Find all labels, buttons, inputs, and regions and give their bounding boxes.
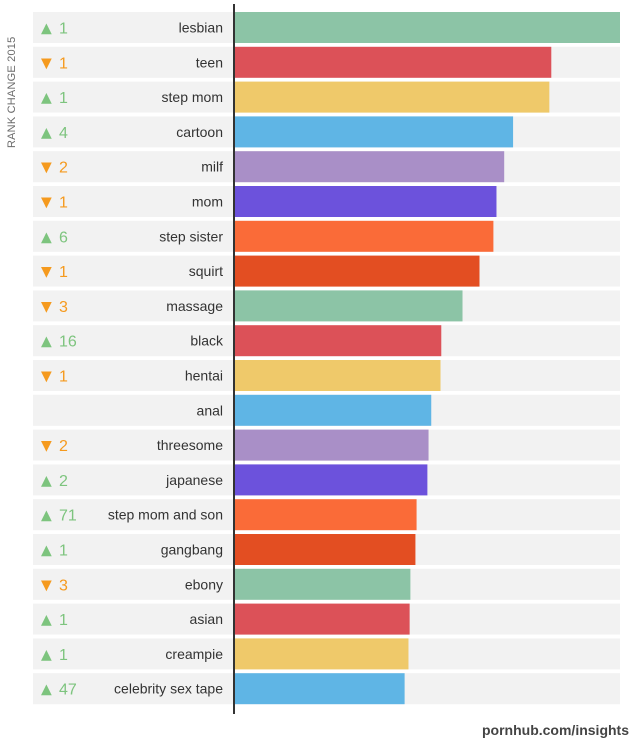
- arrow-up-icon: ▲: [41, 682, 52, 698]
- category-label: massage: [166, 298, 223, 314]
- bar: [234, 220, 494, 252]
- arrow-up-icon: ▲: [41, 334, 52, 350]
- bar: [234, 673, 405, 705]
- y-axis-title: RANK CHANGE 2015: [6, 36, 18, 148]
- bar: [234, 325, 442, 357]
- rank-change-value: 1: [59, 612, 68, 629]
- bar: [234, 12, 620, 43]
- category-label: step sister: [159, 228, 223, 244]
- arrow-up-icon: ▲: [41, 21, 52, 37]
- arrow-down-icon: ▼: [41, 299, 52, 315]
- bar: [234, 603, 410, 635]
- rank-change-value: 47: [59, 682, 77, 699]
- bar: [234, 255, 480, 287]
- bar: [234, 429, 429, 461]
- arrow-down-icon: ▼: [41, 577, 52, 593]
- category-label: ebony: [185, 576, 223, 592]
- arrow-up-icon: ▲: [41, 508, 52, 524]
- arrow-up-icon: ▲: [41, 229, 52, 245]
- bar: [234, 46, 552, 78]
- bar: [234, 394, 432, 426]
- arrow-up-icon: ▲: [41, 125, 52, 141]
- bar: [234, 568, 411, 600]
- category-label: teen: [196, 54, 223, 70]
- category-label: mom: [192, 194, 223, 210]
- rank-change-value: 1: [59, 90, 68, 107]
- rank-change-value: 3: [59, 577, 68, 594]
- rank-change-value: 4: [59, 125, 68, 142]
- arrow-up-icon: ▲: [41, 647, 52, 663]
- source-credit[interactable]: pornhub.com/insights: [482, 722, 629, 738]
- bar: [234, 81, 550, 113]
- category-label: anal: [197, 402, 223, 418]
- category-label: asian: [190, 611, 223, 627]
- category-label: black: [190, 333, 224, 349]
- bar: [234, 499, 417, 531]
- rank-change-value: 1: [59, 55, 68, 72]
- category-label: gangbang: [161, 542, 223, 558]
- rank-change-value: 3: [59, 299, 68, 316]
- bar: [234, 186, 497, 217]
- rank-change-value: 2: [59, 438, 68, 455]
- arrow-down-icon: ▼: [41, 264, 52, 280]
- category-label: creampie: [165, 646, 223, 662]
- arrow-up-icon: ▲: [41, 90, 52, 106]
- bar: [234, 464, 428, 496]
- arrow-down-icon: ▼: [41, 438, 52, 454]
- bar: [234, 638, 409, 670]
- arrow-down-icon: ▼: [41, 160, 52, 176]
- bar: [234, 534, 416, 565]
- category-label: step mom and son: [108, 507, 223, 523]
- arrow-down-icon: ▼: [41, 369, 52, 385]
- rank-change-value: 1: [59, 647, 68, 664]
- rank-change-value: 1: [59, 195, 68, 212]
- bar: [234, 116, 514, 148]
- arrow-up-icon: ▲: [41, 543, 52, 559]
- bar: [234, 290, 463, 322]
- rank-change-value: 2: [59, 473, 68, 490]
- category-label: cartoon: [176, 124, 223, 140]
- rank-change-value: 6: [59, 229, 68, 246]
- rank-change-value: 2: [59, 160, 68, 177]
- category-label: lesbian: [179, 20, 223, 36]
- category-label: milf: [201, 159, 223, 175]
- arrow-down-icon: ▼: [41, 195, 52, 211]
- bar: [234, 151, 505, 183]
- bar: [234, 360, 441, 391]
- arrow-down-icon: ▼: [41, 55, 52, 71]
- rank-change-value: 1: [59, 543, 68, 560]
- category-label: celebrity sex tape: [114, 681, 223, 697]
- rank-change-value: 16: [59, 334, 77, 351]
- arrow-up-icon: ▲: [41, 473, 52, 489]
- category-label: squirt: [189, 263, 223, 279]
- category-label: japanese: [165, 472, 223, 488]
- rank-change-value: 1: [59, 264, 68, 281]
- category-label: threesome: [157, 437, 223, 453]
- category-label: step mom: [162, 89, 223, 105]
- rank-change-value: 1: [59, 369, 68, 386]
- rank-change-value: 1: [59, 21, 68, 38]
- arrow-up-icon: ▲: [41, 612, 52, 628]
- category-label: hentai: [185, 368, 223, 384]
- rank-change-value: 71: [59, 508, 77, 525]
